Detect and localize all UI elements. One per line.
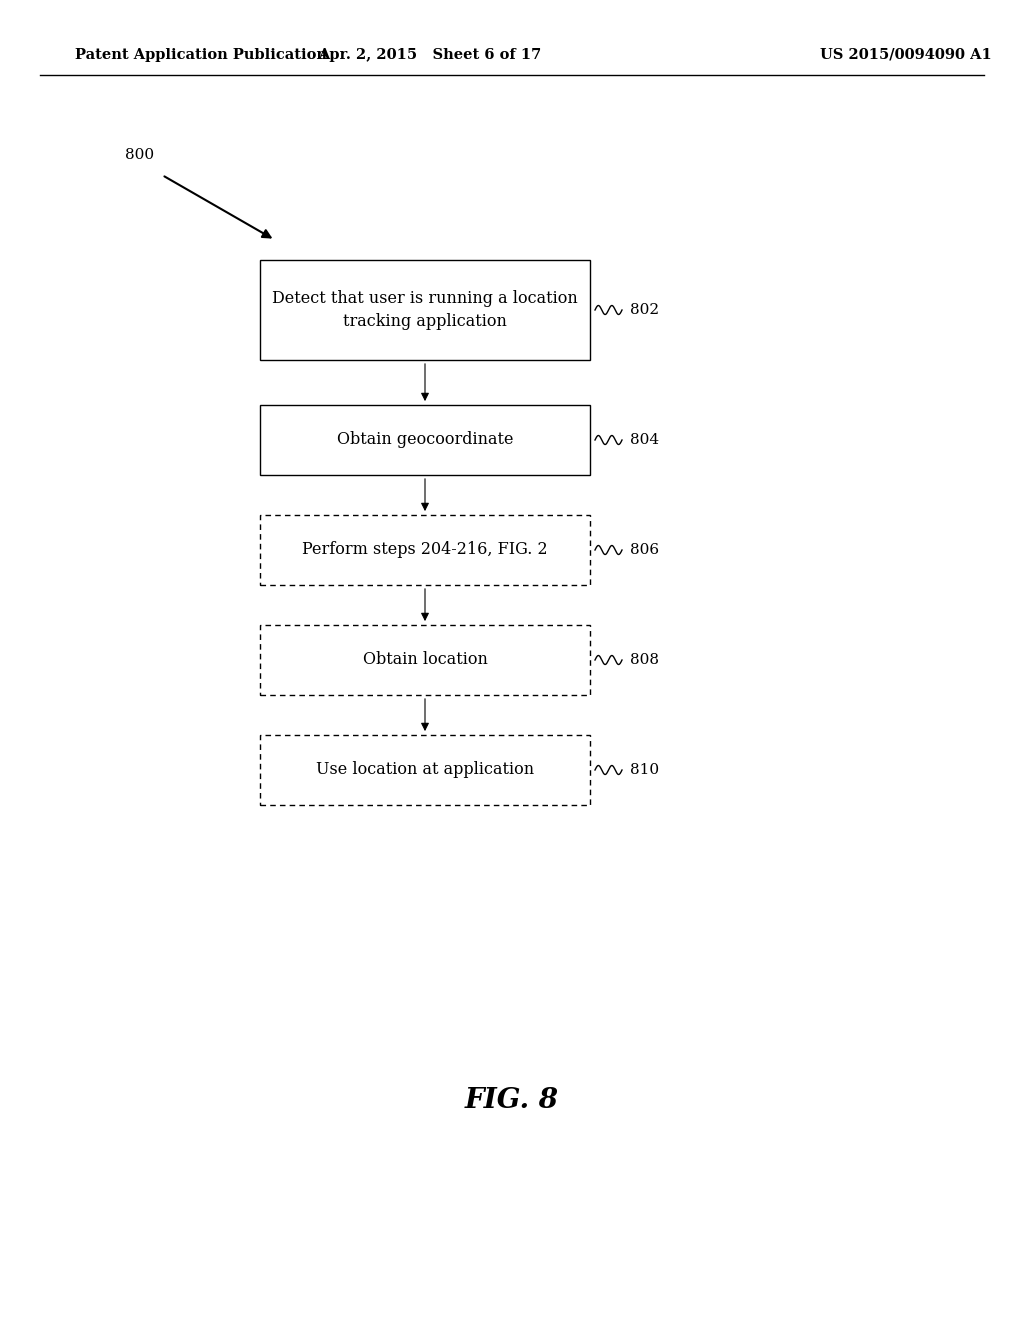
Bar [260, 735, 590, 805]
Text: Detect that user is running a location
tracking application: Detect that user is running a location t… [272, 290, 578, 330]
Text: Perform steps 204-216, FIG. 2: Perform steps 204-216, FIG. 2 [302, 541, 548, 558]
Bar [260, 260, 590, 360]
Text: Obtain location: Obtain location [362, 652, 487, 668]
Text: Patent Application Publication: Patent Application Publication [75, 48, 327, 62]
Bar [260, 515, 590, 585]
Text: 802: 802 [630, 304, 659, 317]
Text: Apr. 2, 2015   Sheet 6 of 17: Apr. 2, 2015 Sheet 6 of 17 [318, 48, 542, 62]
Text: 808: 808 [630, 653, 659, 667]
Text: 806: 806 [630, 543, 659, 557]
Text: Obtain geocoordinate: Obtain geocoordinate [337, 432, 513, 449]
Text: 810: 810 [630, 763, 659, 777]
Text: FIG. 8: FIG. 8 [465, 1086, 559, 1114]
Text: US 2015/0094090 A1: US 2015/0094090 A1 [820, 48, 992, 62]
Text: Use location at application: Use location at application [316, 762, 535, 779]
Text: 804: 804 [630, 433, 659, 447]
Bar [260, 624, 590, 696]
Text: 800: 800 [125, 148, 155, 162]
Bar [260, 405, 590, 475]
